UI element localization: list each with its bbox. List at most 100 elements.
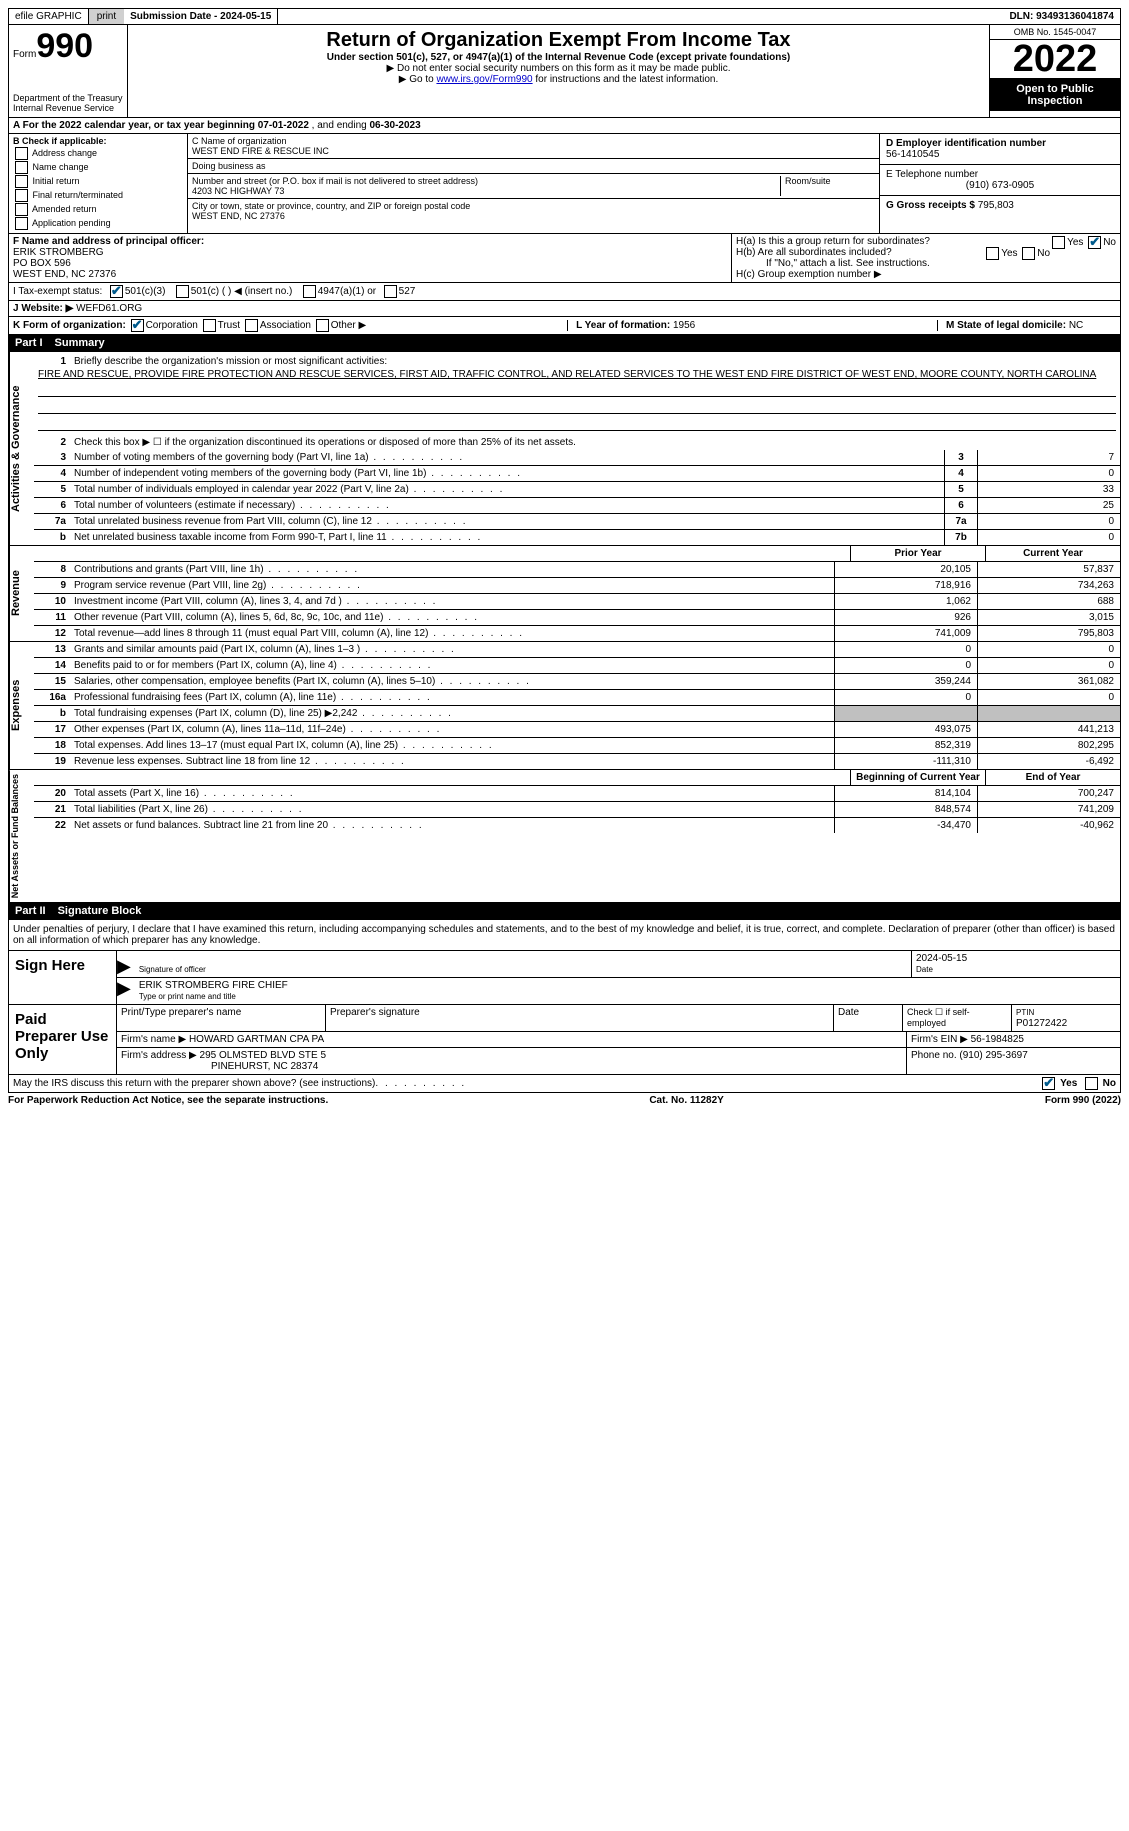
- firm-addr: 295 OLMSTED BLVD STE 5: [200, 1050, 327, 1061]
- chk-trust[interactable]: [203, 319, 216, 332]
- year-formation: 1956: [673, 320, 695, 331]
- open-inspection: Open to Public Inspection: [990, 79, 1120, 111]
- print-button[interactable]: print: [89, 9, 124, 24]
- side-ag: Activities & Governance: [9, 352, 34, 545]
- table-row: 22Net assets or fund balances. Subtract …: [34, 818, 1120, 833]
- form-number: 990: [36, 27, 93, 65]
- efile-label: efile GRAPHIC: [9, 9, 89, 24]
- form-header: Form990 Department of the Treasury Inter…: [8, 25, 1121, 118]
- gross-receipts: 795,803: [978, 200, 1014, 211]
- paid-prep-label: Paid Preparer Use Only: [9, 1005, 117, 1074]
- chk-address[interactable]: Address change: [13, 147, 183, 160]
- officer-name: ERIK STROMBERG: [13, 247, 104, 258]
- officer-name-title: ERIK STROMBERG FIRE CHIEF: [139, 980, 288, 991]
- sect-net: Net Assets or Fund Balances Beginning of…: [8, 770, 1121, 903]
- org-name: WEST END FIRE & RESCUE INC: [192, 146, 329, 156]
- table-row: 8Contributions and grants (Part VIII, li…: [34, 562, 1120, 578]
- table-row: 13Grants and similar amounts paid (Part …: [34, 642, 1120, 658]
- table-row: bNet unrelated business taxable income f…: [34, 530, 1120, 545]
- domicile: NC: [1069, 320, 1083, 331]
- side-rev: Revenue: [9, 546, 34, 641]
- table-row: bTotal fundraising expenses (Part IX, co…: [34, 706, 1120, 722]
- form-subtitle: Under section 501(c), 527, or 4947(a)(1)…: [132, 52, 985, 63]
- website: WEFD61.ORG: [76, 303, 142, 314]
- paid-preparer-block: Paid Preparer Use Only Print/Type prepar…: [8, 1005, 1121, 1075]
- table-row: 10Investment income (Part VIII, column (…: [34, 594, 1120, 610]
- chk-501c3[interactable]: [110, 285, 123, 298]
- part1-header: Part ISummary: [8, 335, 1121, 352]
- table-row: 4Number of independent voting members of…: [34, 466, 1120, 482]
- phone: (910) 673-0905: [886, 180, 1114, 191]
- table-row: 19Revenue less expenses. Subtract line 1…: [34, 754, 1120, 769]
- col-curr: Current Year: [985, 546, 1120, 561]
- penalty-text: Under penalties of perjury, I declare th…: [8, 920, 1121, 951]
- col-prior: Prior Year: [850, 546, 985, 561]
- chk-final[interactable]: Final return/terminated: [13, 189, 183, 202]
- table-row: 5Total number of individuals employed in…: [34, 482, 1120, 498]
- chk-assoc[interactable]: [245, 319, 258, 332]
- table-row: 21Total liabilities (Part X, line 26)848…: [34, 802, 1120, 818]
- arrow-icon: ▶: [117, 978, 131, 1004]
- row-k: K Form of organization: Corporation Trus…: [8, 317, 1121, 335]
- sign-here-block: Sign Here ▶ Signature of officer 2024-05…: [8, 951, 1121, 1005]
- sect-rev: Revenue Prior YearCurrent Year 8Contribu…: [8, 546, 1121, 642]
- firm-name: HOWARD GARTMAN CPA PA: [189, 1034, 324, 1045]
- sect-exp: Expenses 13Grants and similar amounts pa…: [8, 642, 1121, 770]
- chk-pending[interactable]: Application pending: [13, 217, 183, 230]
- table-row: 16aProfessional fundraising fees (Part I…: [34, 690, 1120, 706]
- col-begin: Beginning of Current Year: [850, 770, 985, 785]
- block-fh: F Name and address of principal officer:…: [8, 234, 1121, 283]
- chk-501c[interactable]: [176, 285, 189, 298]
- side-exp: Expenses: [9, 642, 34, 769]
- firm-phone: (910) 295-3697: [959, 1050, 1027, 1061]
- table-row: 17Other expenses (Part IX, column (A), l…: [34, 722, 1120, 738]
- org-city: WEST END, NC 27376: [192, 211, 285, 221]
- l1-label: Briefly describe the organization's miss…: [70, 354, 1120, 369]
- chk-discuss-no[interactable]: [1085, 1077, 1098, 1090]
- irs-link[interactable]: www.irs.gov/Form990: [436, 74, 532, 85]
- block-b-row: B Check if applicable: Address change Na…: [8, 134, 1121, 234]
- submission-date: Submission Date - 2024-05-15: [124, 9, 278, 24]
- block-b: B Check if applicable: Address change Na…: [9, 134, 188, 233]
- h-a: H(a) Is this a group return for subordin…: [736, 236, 1116, 247]
- side-net: Net Assets or Fund Balances: [9, 770, 34, 902]
- h-c: H(c) Group exemption number ▶: [736, 269, 1116, 280]
- block-deg: D Employer identification number56-14105…: [879, 134, 1120, 233]
- period-row: A For the 2022 calendar year, or tax yea…: [8, 118, 1121, 134]
- sign-here-label: Sign Here: [9, 951, 117, 1004]
- part2-header: Part IISignature Block: [8, 903, 1121, 920]
- arrow-icon: ▶: [117, 956, 131, 977]
- table-row: 20Total assets (Part X, line 16)814,1047…: [34, 786, 1120, 802]
- chk-other[interactable]: [316, 319, 329, 332]
- sig-date: 2024-05-15: [916, 953, 967, 964]
- chk-4947[interactable]: [303, 285, 316, 298]
- table-row: 9Program service revenue (Part VIII, lin…: [34, 578, 1120, 594]
- row-i: I Tax-exempt status: 501(c)(3) 501(c) ( …: [8, 283, 1121, 301]
- row-j: J Website: ▶ WEFD61.ORG: [8, 301, 1121, 317]
- form-word: Form: [13, 49, 36, 60]
- tax-year: 2022: [990, 40, 1120, 79]
- firm-ein: 56-1984825: [971, 1034, 1024, 1045]
- chk-amended[interactable]: Amended return: [13, 203, 183, 216]
- l2-text: Check this box ▶ ☐ if the organization d…: [70, 435, 1120, 450]
- instr-1: ▶ Do not enter social security numbers o…: [132, 63, 985, 74]
- dept-label: Department of the Treasury Internal Reve…: [13, 93, 123, 113]
- table-row: 3Number of voting members of the governi…: [34, 450, 1120, 466]
- table-row: 14Benefits paid to or for members (Part …: [34, 658, 1120, 674]
- chk-527[interactable]: [384, 285, 397, 298]
- org-address: 4203 NC HIGHWAY 73: [192, 186, 284, 196]
- table-row: 7aTotal unrelated business revenue from …: [34, 514, 1120, 530]
- table-row: 18Total expenses. Add lines 13–17 (must …: [34, 738, 1120, 754]
- chk-discuss-yes[interactable]: [1042, 1077, 1055, 1090]
- dln: DLN: 93493136041874: [1003, 9, 1120, 24]
- table-row: 15Salaries, other compensation, employee…: [34, 674, 1120, 690]
- instr-2: ▶ Go to www.irs.gov/Form990 for instruct…: [132, 74, 985, 85]
- table-row: 12Total revenue—add lines 8 through 11 (…: [34, 626, 1120, 641]
- mission-text: FIRE AND RESCUE, PROVIDE FIRE PROTECTION…: [34, 369, 1120, 380]
- sect-ag: Activities & Governance 1Briefly describ…: [8, 352, 1121, 546]
- chk-corp[interactable]: [131, 319, 144, 332]
- chk-initial[interactable]: Initial return: [13, 175, 183, 188]
- chk-name[interactable]: Name change: [13, 161, 183, 174]
- block-c: C Name of organizationWEST END FIRE & RE…: [188, 134, 879, 233]
- ein: 56-1410545: [886, 149, 939, 160]
